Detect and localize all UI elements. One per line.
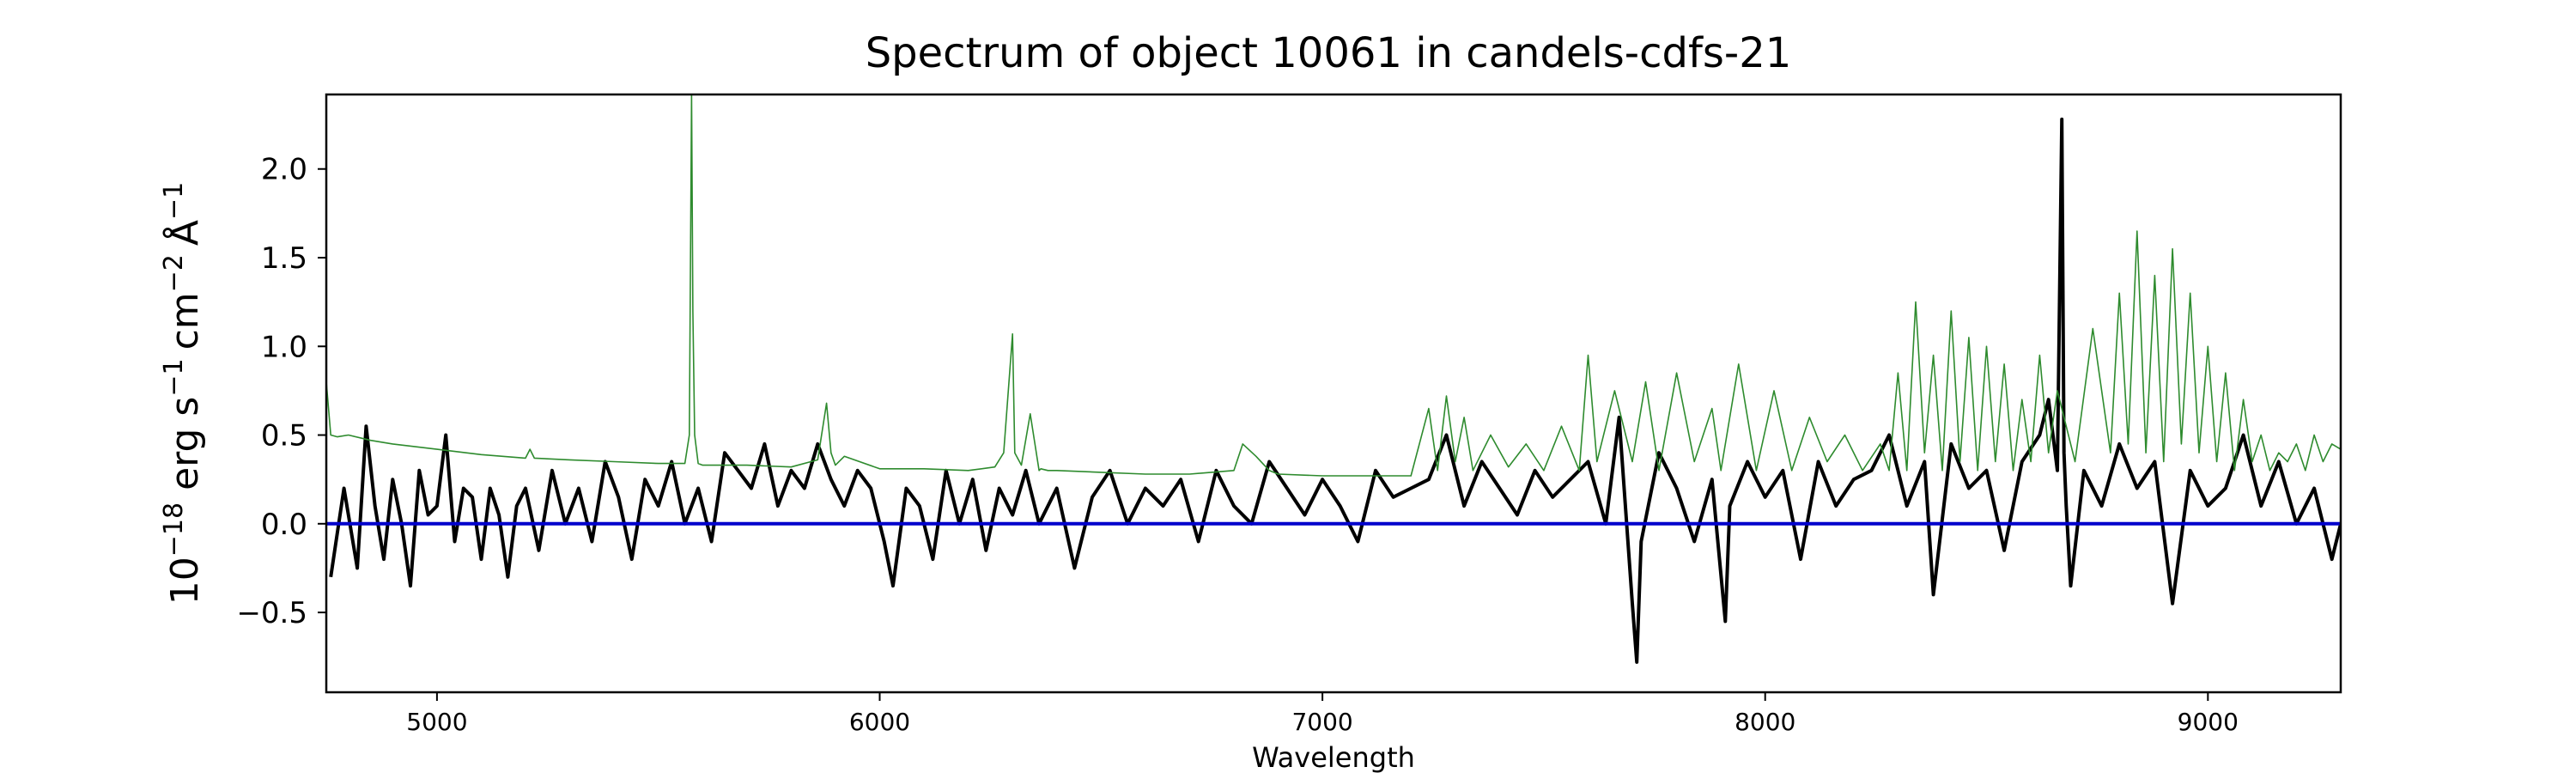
chart-title: Spectrum of object 10061 in candels-cdfs… [866,29,1792,77]
y-tick-label: 1.5 [261,241,307,276]
y-label-angstrom: Å [161,220,207,246]
flux-series-line [329,117,2341,664]
y-label-cm: cm [163,292,207,350]
series-layer [326,94,2341,664]
y-tick-label: 0.0 [261,508,307,542]
y-label-erg: erg [163,429,207,490]
x-tick-label: 7000 [1291,708,1352,736]
y-label-base: 10 [163,557,207,605]
error-series-line [326,94,2341,477]
y-tick-label: −0.5 [236,596,307,630]
x-tick-label: 9000 [2178,708,2239,736]
x-tick-label: 5000 [406,708,467,736]
y-axis: −0.5 0.0 0.5 1.0 1.5 2.0 [236,153,326,630]
x-axis-label: Wavelength [1252,741,1415,773]
y-label-s-exp: −1 [159,358,189,396]
x-tick-label: 8000 [1735,708,1795,736]
plot-frame [325,93,2342,694]
y-tick-label: 0.5 [261,419,307,453]
x-tick-label: 6000 [849,708,910,736]
y-label-cm-exp: −2 [159,254,189,292]
y-tick-label: 2.0 [261,153,307,187]
y-label-angstrom-exp: −1 [159,182,189,220]
y-label-s: s [163,397,207,417]
x-axis: 5000 6000 7000 8000 9000 [406,692,2239,736]
y-tick-label: 1.0 [261,330,307,364]
y-axis-label: 10−18ergs−1cm−2Å−1 [159,182,207,605]
y-label-base-exp: −18 [159,502,189,557]
